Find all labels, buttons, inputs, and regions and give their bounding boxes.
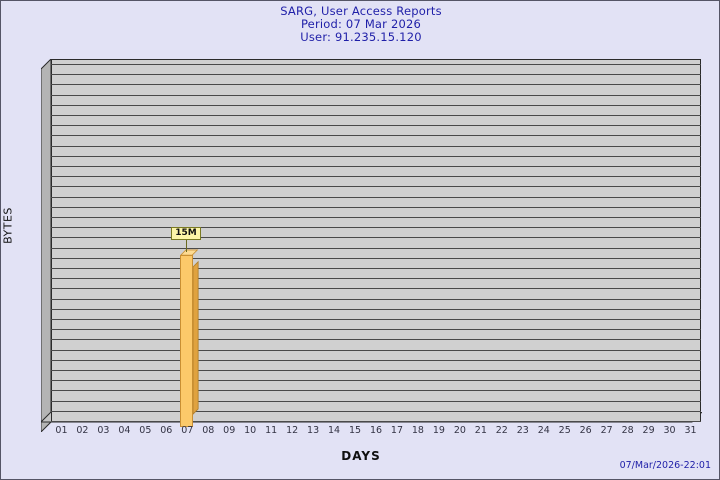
- chart-title-block: SARG, User Access Reports Period: 07 Mar…: [1, 4, 719, 44]
- x-axis-tick-label: 16: [369, 425, 383, 436]
- x-axis-tick-label: 30: [663, 425, 676, 436]
- x-axis-tick-label: 25: [558, 425, 571, 436]
- x-axis-tick-label: 07: [181, 425, 194, 436]
- x-axis-tick-label: 26: [579, 425, 592, 436]
- x-axis-tick-label: 15: [348, 425, 362, 436]
- bar-front-face: [180, 255, 194, 427]
- plot-background: [51, 59, 701, 422]
- x-axis-tick-label: 17: [390, 425, 403, 436]
- x-axis-tick-label: 06: [160, 425, 173, 436]
- generation-timestamp: 07/Mar/2026-22:01: [619, 460, 711, 471]
- x-axis-tick-label: 29: [642, 425, 655, 436]
- x-axis-title: DAYS: [341, 449, 381, 463]
- bar-value-connector: [186, 240, 188, 253]
- page-title: SARG, User Access Reports: [280, 4, 442, 18]
- x-axis-tick-label: 19: [432, 425, 445, 436]
- x-axis-tick-label: 20: [453, 425, 466, 436]
- x-axis-tick-label: 27: [600, 425, 613, 436]
- x-axis-tick-label: 21: [474, 425, 487, 436]
- x-axis-tick-label: 12: [286, 425, 299, 436]
- bar[interactable]: [180, 249, 200, 429]
- x-axis-tick-label: 10: [244, 425, 257, 436]
- x-axis-tick-label: 09: [223, 425, 236, 436]
- plot-area: 15M: [41, 59, 702, 432]
- x-axis-tick-label: 01: [55, 425, 68, 436]
- x-axis-tick-label: 14: [328, 425, 341, 436]
- x-axis-tick-label: 31: [684, 425, 697, 436]
- x-axis-tick-label: 18: [411, 425, 424, 436]
- bar-side-face: [193, 261, 199, 416]
- report-user: User: 91.235.15.120: [300, 30, 422, 44]
- x-axis-tick-label: 04: [118, 425, 131, 436]
- x-axis-tick-label: 23: [516, 425, 529, 436]
- x-axis-tick-label: 08: [202, 425, 215, 436]
- x-axis-tick-label: 13: [307, 425, 320, 436]
- x-axis-tick-label: 05: [139, 425, 152, 436]
- report-period: Period: 07 Mar 2026: [300, 17, 422, 31]
- x-axis-tick-label: 11: [265, 425, 278, 436]
- x-axis-tick-label: 03: [97, 425, 110, 436]
- x-axis-tick-label: 24: [537, 425, 550, 436]
- x-axis-tick-label: 22: [495, 425, 508, 436]
- x-axis-tick-labels: 01 02 03 04 05 06 07 08 09 10 11 12 13 14 15 16 17 18 19 20…: [1, 425, 719, 441]
- x-axis-tick-label: 28: [621, 425, 634, 436]
- x-axis-tick-label: 02: [76, 425, 89, 436]
- bar-value-label: 15M: [171, 227, 201, 241]
